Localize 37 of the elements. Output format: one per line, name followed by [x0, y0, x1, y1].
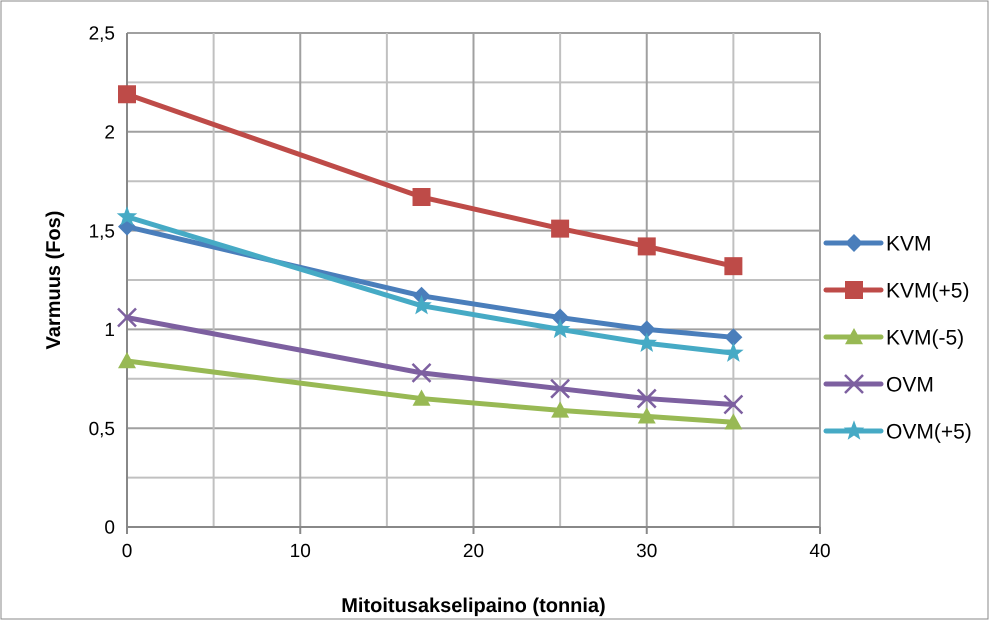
y-tick-label: 1 — [104, 320, 115, 342]
point — [118, 352, 136, 368]
point — [638, 237, 656, 256]
point — [724, 413, 742, 430]
point — [412, 390, 431, 406]
point — [116, 206, 138, 226]
point — [118, 85, 136, 104]
point — [723, 394, 744, 415]
x-tick-label: 40 — [809, 541, 831, 562]
legend-label: OVM(+5) — [886, 420, 972, 444]
x-tick-label: 20 — [462, 541, 484, 562]
y-tick-label: 0,5 — [88, 418, 115, 440]
point — [638, 320, 656, 338]
x-tick-label: 10 — [290, 541, 311, 562]
x-tick-label: 0 — [122, 541, 132, 562]
legend-label: KVM — [886, 232, 932, 256]
point — [551, 401, 570, 418]
point — [724, 257, 742, 276]
point — [636, 388, 657, 409]
point — [116, 307, 138, 328]
y-tick-label: 2,5 — [88, 24, 115, 45]
x-axis-title: Mitoitusakselipaino (tonnia) — [341, 595, 606, 617]
point — [638, 407, 656, 424]
point — [550, 378, 570, 399]
legend-label: OVM — [886, 373, 934, 396]
y-tick-label: 2 — [104, 122, 115, 144]
y-axis-title: Varmuus (Fos) — [43, 210, 65, 350]
y-tick-label: 0 — [104, 518, 115, 539]
point — [411, 362, 432, 384]
point — [723, 342, 744, 362]
legend-label: KVM(-5) — [886, 326, 964, 350]
legend-label: KVM(+5) — [886, 279, 970, 302]
point — [551, 220, 570, 238]
point — [412, 188, 431, 206]
point — [724, 328, 742, 346]
x-tick-label: 30 — [636, 541, 658, 562]
y-tick-label: 1,5 — [88, 221, 115, 242]
